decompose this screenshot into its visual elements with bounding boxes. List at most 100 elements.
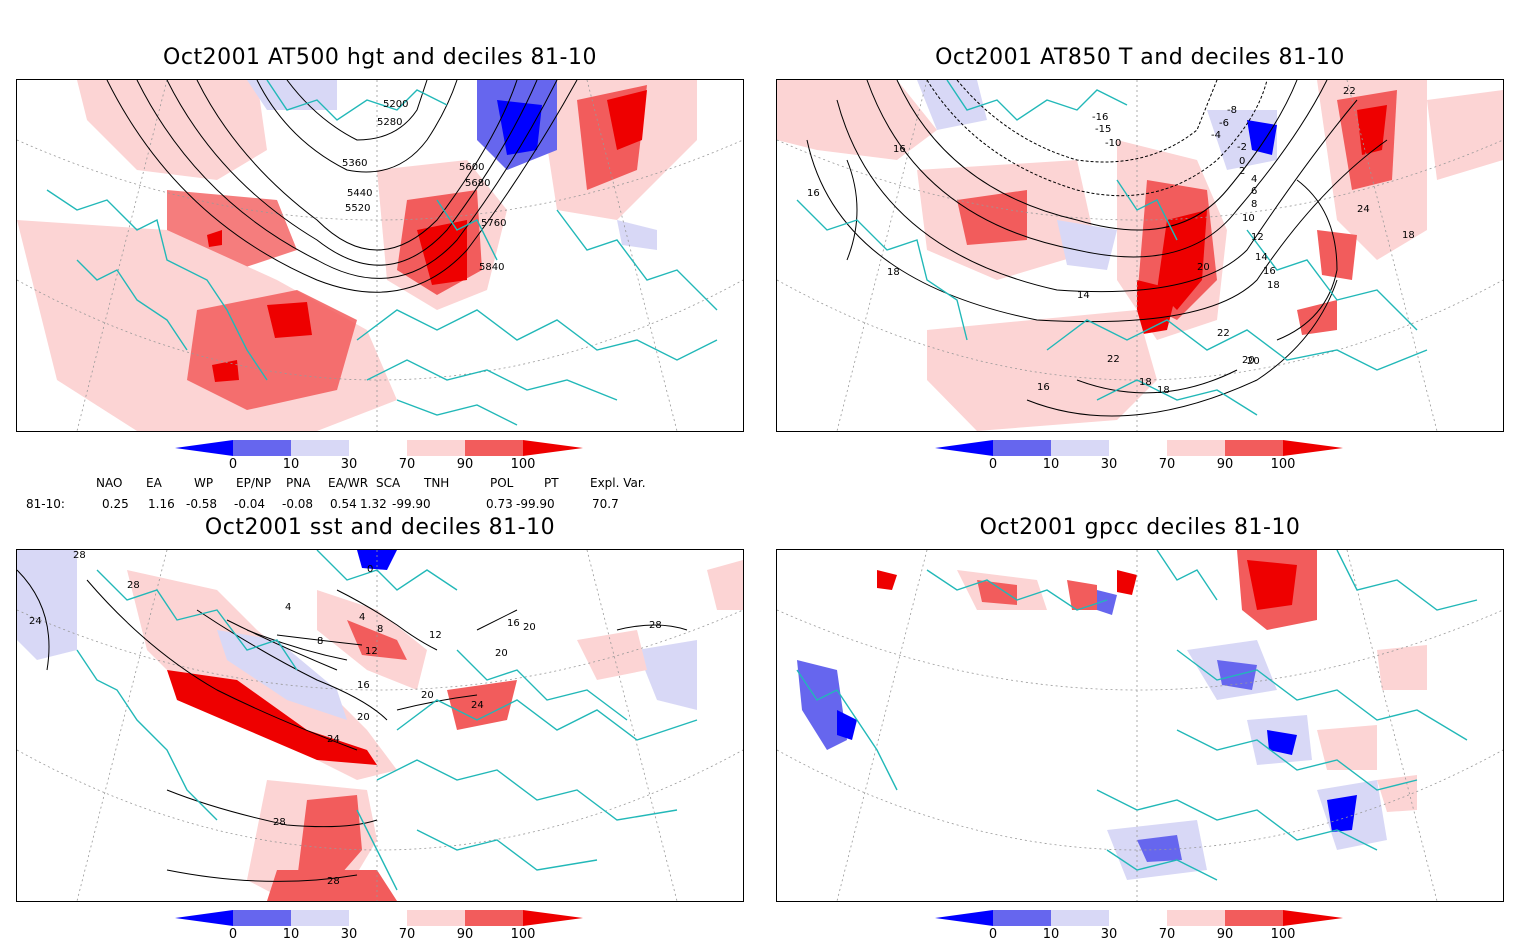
index-value-eawr: 0.54 (330, 497, 357, 511)
colorbar-swatch (993, 440, 1051, 456)
contour-label: 14 (1255, 252, 1268, 263)
sst-anomaly-shading (17, 550, 743, 901)
index-header: EA (146, 476, 162, 490)
colorbar-tick: 10 (1042, 927, 1060, 942)
contour-label: 8 (1251, 199, 1257, 210)
sst-graticule (17, 550, 743, 901)
t850-contours (806, 80, 1388, 417)
contour-label: 16 (807, 188, 820, 199)
colorbar-bottom-right: 0 10 30 70 90 100 (935, 910, 1345, 950)
contour-label: 28 (127, 580, 140, 591)
map-gpcc-svg (777, 550, 1503, 901)
z500-graticule (17, 80, 743, 431)
contour-label: 5200 (383, 99, 408, 110)
contour-label: 28 (649, 620, 662, 631)
contour-label: 4 (359, 612, 365, 623)
panel-title-gpcc: Oct2001 gpcc deciles 81-10 (979, 515, 1301, 540)
contour-label: 18 (1157, 385, 1170, 396)
contour-label: 5280 (377, 117, 402, 128)
contour-label: 22 (1107, 354, 1120, 365)
colorbar-tick: 90 (1216, 457, 1234, 472)
colorbar-swatch (1167, 440, 1225, 456)
contour-label: 24 (471, 700, 484, 711)
colorbar-arrow-high (523, 440, 583, 456)
contour-label: -8 (1227, 105, 1237, 116)
colorbar-swatch (233, 440, 291, 456)
colorbar-swatch (465, 440, 523, 456)
index-value-epnp: -0.04 (234, 497, 266, 511)
t850-graticule (777, 80, 1503, 431)
map-sst: 28 28 24 0 4 4 8 8 12 12 16 20 20 24 24 … (16, 549, 744, 902)
colorbar-tick: 30 (340, 457, 358, 472)
colorbar-swatch (465, 910, 523, 926)
index-value-pt: -99.90 (516, 497, 555, 511)
panel-title-t850: Oct2001 AT850 T and deciles 81-10 (935, 45, 1345, 70)
colorbar-swatch (349, 910, 407, 926)
index-value-expl-var: 70.7 (592, 497, 619, 511)
colorbar-tick: 100 (1270, 927, 1296, 942)
index-value-pol: 0.73 (486, 497, 513, 511)
contour-label: 20 (1242, 355, 1255, 366)
index-row-label: 81-10: (26, 497, 65, 511)
colorbar-swatch (1109, 910, 1167, 926)
colorbar-arrow-low (175, 910, 233, 926)
colorbar-tick: 90 (1216, 927, 1234, 942)
map-gpcc (776, 549, 1504, 902)
colorbar-arrow-high (1283, 910, 1343, 926)
contour-label: 2 (1239, 166, 1245, 177)
sst-coastlines (76, 550, 698, 891)
colorbar-swatches (175, 910, 583, 926)
contour-label: 4 (285, 602, 291, 613)
contour-label: 18 (1267, 280, 1280, 291)
contour-label: 5440 (347, 188, 372, 199)
sst-contour-labels: 28 28 24 0 4 4 8 8 12 12 16 20 20 24 24 … (29, 550, 662, 887)
colorbar-swatch (291, 910, 349, 926)
index-value-pna: -0.08 (282, 497, 314, 511)
index-value-nao: 0.25 (102, 497, 129, 511)
colorbar-swatch (993, 910, 1051, 926)
contour-label: 5680 (465, 178, 490, 189)
contour-label: 8 (377, 624, 383, 635)
map-z500-svg: 5200 5280 5360 5440 5520 5600 5680 5760 … (17, 80, 743, 431)
contour-label: 0 (367, 564, 373, 575)
index-header: Expl. Var. (590, 476, 646, 490)
contour-label: 18 (1402, 230, 1415, 241)
z500-coastlines (46, 80, 718, 426)
contour-label: -10 (1105, 138, 1121, 149)
contour-label: 18 (1139, 377, 1152, 388)
map-sst-svg: 28 28 24 0 4 4 8 8 12 12 16 20 20 24 24 … (17, 550, 743, 901)
contour-label: 24 (1357, 204, 1370, 215)
contour-label: -16 (1092, 112, 1108, 123)
contour-label: 24 (327, 734, 340, 745)
contour-label: 28 (273, 817, 286, 828)
contour-label: 20 (357, 712, 370, 723)
contour-label: 5760 (481, 218, 506, 229)
colorbar-swatch (291, 440, 349, 456)
colorbar-arrow-low (935, 440, 993, 456)
colorbar-swatch (349, 440, 407, 456)
colorbar-swatch (1051, 440, 1109, 456)
colorbar-arrow-high (523, 910, 583, 926)
index-header: EP/NP (236, 476, 272, 490)
colorbar-swatch (1167, 910, 1225, 926)
panel-title-sst: Oct2001 sst and deciles 81-10 (204, 515, 556, 540)
colorbar-swatches (175, 440, 583, 456)
colorbar-tick: 30 (1100, 927, 1118, 942)
colorbar-tick: 30 (1100, 457, 1118, 472)
index-value-ea: 1.16 (148, 497, 175, 511)
contour-label: 16 (1037, 382, 1050, 393)
contour-label: 20 (523, 622, 536, 633)
colorbar-swatch (407, 910, 465, 926)
contour-label: 20 (1197, 262, 1210, 273)
contour-label: 22 (1217, 328, 1230, 339)
colorbar-top-right: 0 10 30 70 90 100 (935, 440, 1345, 480)
colorbar-arrow-high (1283, 440, 1343, 456)
colorbar-tick: 70 (1158, 927, 1176, 942)
contour-label: 20 (1247, 356, 1260, 367)
colorbar-tick: 90 (456, 457, 474, 472)
index-header: EA/WR (328, 476, 369, 490)
colorbar-swatch (233, 910, 291, 926)
contour-label: 12 (1251, 232, 1264, 243)
contour-label: 5840 (479, 262, 504, 273)
colorbar-tick: 70 (1158, 457, 1176, 472)
